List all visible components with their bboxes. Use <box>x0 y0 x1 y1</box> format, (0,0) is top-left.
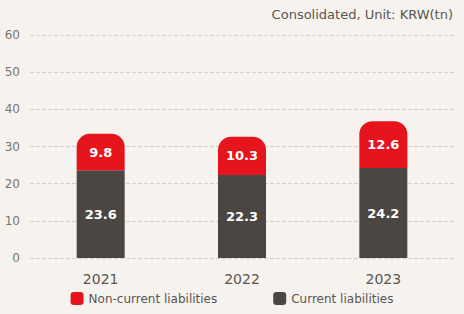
svg-text:60: 60 <box>5 28 20 42</box>
svg-text:2023: 2023 <box>366 271 402 287</box>
svg-text:0: 0 <box>12 251 20 265</box>
svg-text:9.8: 9.8 <box>89 145 112 160</box>
svg-text:20: 20 <box>5 177 20 191</box>
svg-text:Non-current liabilities: Non-current liabilities <box>89 292 218 306</box>
svg-text:2022: 2022 <box>224 271 260 287</box>
svg-text:40: 40 <box>5 102 20 116</box>
svg-text:24.2: 24.2 <box>367 206 399 221</box>
svg-text:12.6: 12.6 <box>367 137 399 152</box>
svg-text:10.3: 10.3 <box>226 148 258 163</box>
svg-text:23.6: 23.6 <box>85 207 117 222</box>
svg-text:2021: 2021 <box>83 271 119 287</box>
svg-text:50: 50 <box>5 65 20 79</box>
svg-text:Current liabilities: Current liabilities <box>291 292 393 306</box>
svg-text:22.3: 22.3 <box>226 209 258 224</box>
svg-text:10: 10 <box>5 214 20 228</box>
svg-text:Consolidated, Unit: KRW(tn): Consolidated, Unit: KRW(tn) <box>272 7 453 22</box>
svg-text:30: 30 <box>5 140 20 154</box>
